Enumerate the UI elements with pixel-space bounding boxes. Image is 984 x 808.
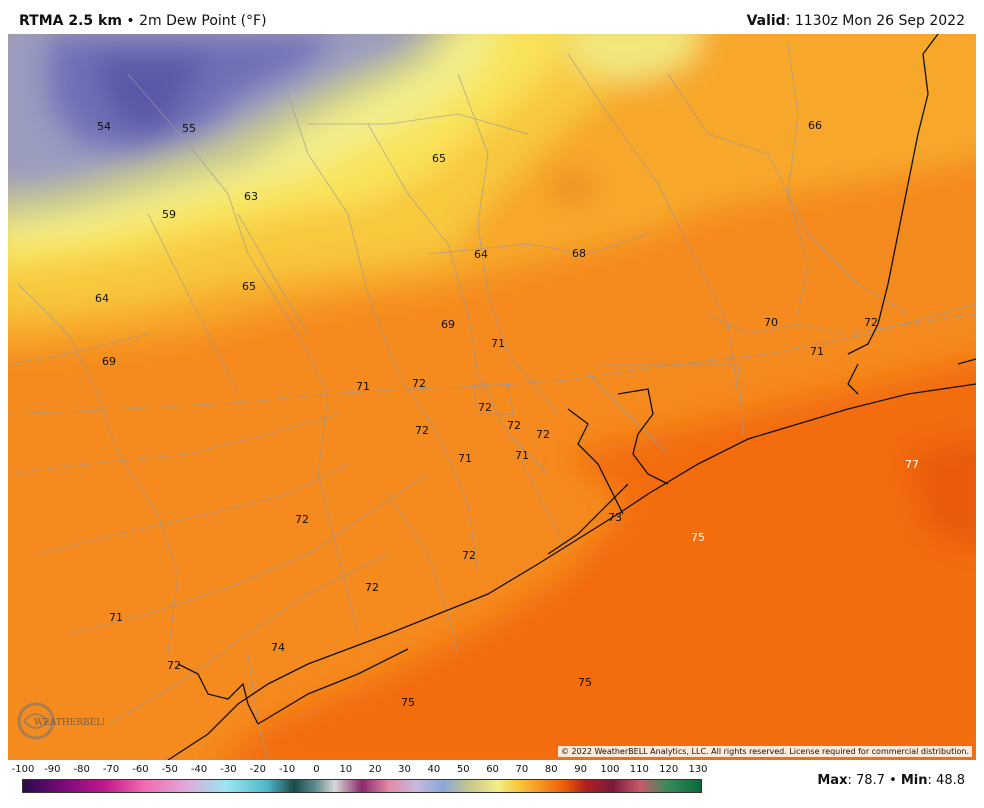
logo-text: WEATHERBELL [34,718,104,728]
map-value-label: 72 [365,581,379,594]
max-label: Max [817,773,848,788]
dew-point-map: 54 55 65 66 63 59 64 68 65 64 69 70 72 71 71 69 71 72 72 72… [8,34,976,760]
color-scale-bar [22,779,702,793]
map-value-label: 77 [905,458,919,471]
map-value-label: 66 [808,119,822,132]
map-value-label: 72 [415,424,429,437]
map-value-label: 75 [691,531,705,544]
map-value-label: 70 [764,316,778,329]
map-value-label: 69 [102,355,116,368]
map-value-label: 75 [401,696,415,709]
scale-tick-label: 0 [313,764,320,775]
map-value-label: 71 [810,345,824,358]
map-value-label: 71 [109,611,123,624]
scale-tick-label: 120 [659,764,679,775]
map-value-label: 75 [578,676,592,689]
title-separator: • [121,13,140,29]
map-value-label: 73 [608,511,622,524]
scale-tick-label: 90 [574,764,587,775]
copyright-notice: © 2022 WeatherBELL Analytics, LLC. All r… [558,746,972,757]
map-value-label: 71 [515,449,529,462]
map-canvas: 54 55 65 66 63 59 64 68 65 64 69 70 72 71 71 69 71 72 72 72… [8,34,976,760]
map-title: RTMA 2.5 km • 2m Dew Point (°F) [19,13,267,29]
map-value-label: 72 [295,513,309,526]
map-value-label: 72 [478,401,492,414]
weatherbell-logo: WEATHERBELL [17,702,104,740]
map-value-label: 71 [458,452,472,465]
scale-tick-label: -90 [44,764,61,775]
map-value-label: 72 [412,377,426,390]
scale-tick-label: 80 [544,764,558,775]
map-value-label: 71 [356,380,370,393]
color-scale-ticks: -100 -90 -80 -70 -60 -50 -40 -30 -20 -10 0 10 20 30 40… [8,764,708,780]
map-value-label: 72 [507,419,521,432]
map-value-label: 69 [441,318,455,331]
map-value-label: 55 [182,122,196,135]
min-label: Min [900,773,928,788]
map-value-label: 54 [97,120,111,133]
valid-label: Valid [746,13,786,29]
map-value-label: 72 [167,659,181,672]
map-value-label: 64 [474,248,488,261]
map-value-label: 65 [432,152,446,165]
scale-tick-label: 100 [600,764,620,775]
scale-tick-label: -100 [11,764,35,775]
scale-tick-label: -40 [190,764,208,775]
scale-tick-label: 40 [427,764,441,775]
map-value-label: 65 [242,280,256,293]
county-borders [8,43,976,760]
map-value-label: 74 [271,641,285,654]
map-value-label: 71 [491,337,505,350]
scale-tick-label: 130 [688,764,708,775]
dew-point-shading [8,34,976,760]
scale-tick-label: 20 [368,764,382,775]
scale-tick-label: -60 [132,764,149,775]
map-value-label: 63 [244,190,258,203]
scale-tick-label: -80 [73,764,90,775]
map-value-label: 64 [95,292,109,305]
min-value: : 48.8 [927,773,965,788]
scale-tick-label: 50 [456,764,470,775]
valid-value: : 1130z Mon 26 Sep 2022 [785,13,965,29]
scale-tick-label: 10 [339,764,353,775]
scale-tick-label: 110 [629,764,649,775]
map-value-labels: 54 55 65 66 63 59 64 68 65 64 69 70 72 71 71 69 71 72 72 72… [95,119,919,709]
field-name: 2m Dew Point (°F) [139,13,267,29]
scale-tick-label: -30 [220,764,237,775]
product-name: RTMA 2.5 km [19,13,122,29]
coastline [167,34,976,760]
map-value-label: 72 [536,428,550,441]
scale-tick-label: -50 [161,764,178,775]
valid-time: Valid: 1130z Mon 26 Sep 2022 [747,13,965,29]
scale-tick-label: -20 [249,764,266,775]
footer: -100 -90 -80 -70 -60 -50 -40 -30 -20 -10 0 10 20 30 40… [0,760,984,808]
scale-tick-label: -10 [278,764,296,775]
scale-tick-label: 30 [398,764,411,775]
map-value-label: 72 [864,316,878,329]
max-min-separator: • [884,773,901,788]
map-value-label: 68 [572,247,586,260]
max-min-readout: Max: 78.7 • Min: 48.8 [817,773,965,788]
header: RTMA 2.5 km • 2m Dew Point (°F) Valid: 1… [0,0,984,34]
max-value: : 78.7 [847,773,885,788]
scale-tick-label: 60 [486,764,499,775]
map-value-label: 59 [162,208,176,221]
scale-tick-label: -70 [102,764,120,775]
map-value-label: 72 [462,549,476,562]
scale-tick-label: 70 [515,764,529,775]
